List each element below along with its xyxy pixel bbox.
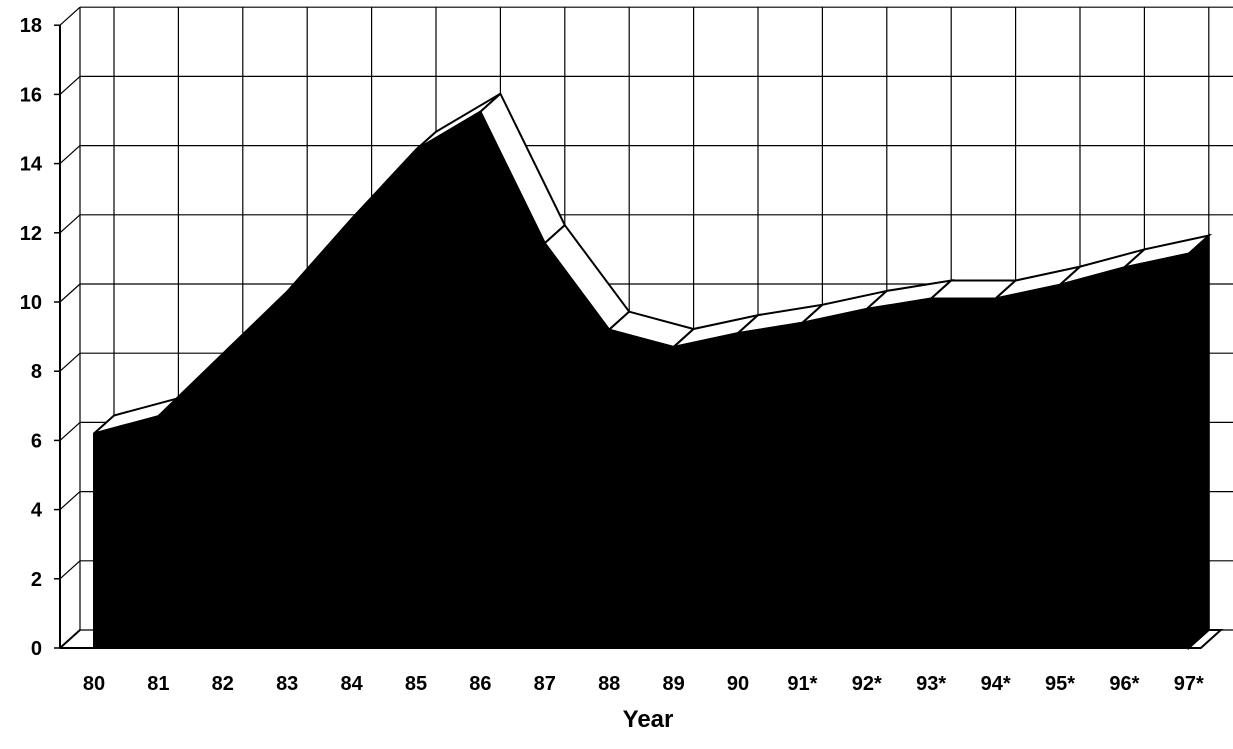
x-tick-label: 84 xyxy=(340,673,363,695)
y-gridline-side xyxy=(59,491,81,511)
area-front-face xyxy=(93,110,1190,649)
y-gridline-side xyxy=(59,560,81,580)
x-tick-label: 92* xyxy=(852,673,882,695)
x-tick-label: 97* xyxy=(1174,673,1204,695)
y-tick-label: 6 xyxy=(31,430,42,452)
y-gridline-side xyxy=(59,421,81,441)
x-tick-label: 95* xyxy=(1045,673,1075,695)
y-gridline-side xyxy=(59,283,81,303)
area-series xyxy=(93,92,1224,651)
x-tick-label: 96* xyxy=(1109,673,1139,695)
y-gridline-side xyxy=(59,75,81,95)
y-tick-label: 12 xyxy=(20,223,42,245)
x-tick-label: 93* xyxy=(916,673,946,695)
x-tick-label: 94* xyxy=(981,673,1011,695)
y-tick-label: 0 xyxy=(31,638,42,660)
y-gridline-side xyxy=(59,352,81,372)
x-tick-label: 86 xyxy=(469,673,491,695)
x-tick-label: 89 xyxy=(662,673,684,695)
x-tick-label: 81 xyxy=(147,673,169,695)
y-tick-label: 14 xyxy=(20,154,43,176)
x-tick-label: 90 xyxy=(727,673,749,695)
y-tick-label: 8 xyxy=(31,361,42,383)
area-side-face xyxy=(1187,233,1210,651)
floor-left-edge xyxy=(59,629,81,649)
x-tick-label: 85 xyxy=(405,673,427,695)
axes: 0 2 4 6 8 10 12 14 16 18 80 81 82 83 84 85 86 87 88 89 90 91*… xyxy=(20,15,1204,695)
x-tick-label: 88 xyxy=(598,673,620,695)
y-gridline-side xyxy=(59,214,81,234)
y-gridline-side xyxy=(59,145,81,165)
x-tick-label: 91* xyxy=(787,673,817,695)
y-tick-label: 18 xyxy=(20,15,42,37)
y-tick-label: 10 xyxy=(20,292,42,314)
y-tick-label: 2 xyxy=(31,569,42,591)
y-gridline-side xyxy=(59,6,81,26)
x-tick-label: 80 xyxy=(83,673,105,695)
y-tick-label: 16 xyxy=(20,84,42,106)
x-tick-label: 82 xyxy=(212,673,234,695)
x-tick-label: 87 xyxy=(534,673,556,695)
y-tick-label: 4 xyxy=(31,500,43,522)
x-axis-label: Year xyxy=(623,706,674,733)
x-tick-label: 83 xyxy=(276,673,298,695)
